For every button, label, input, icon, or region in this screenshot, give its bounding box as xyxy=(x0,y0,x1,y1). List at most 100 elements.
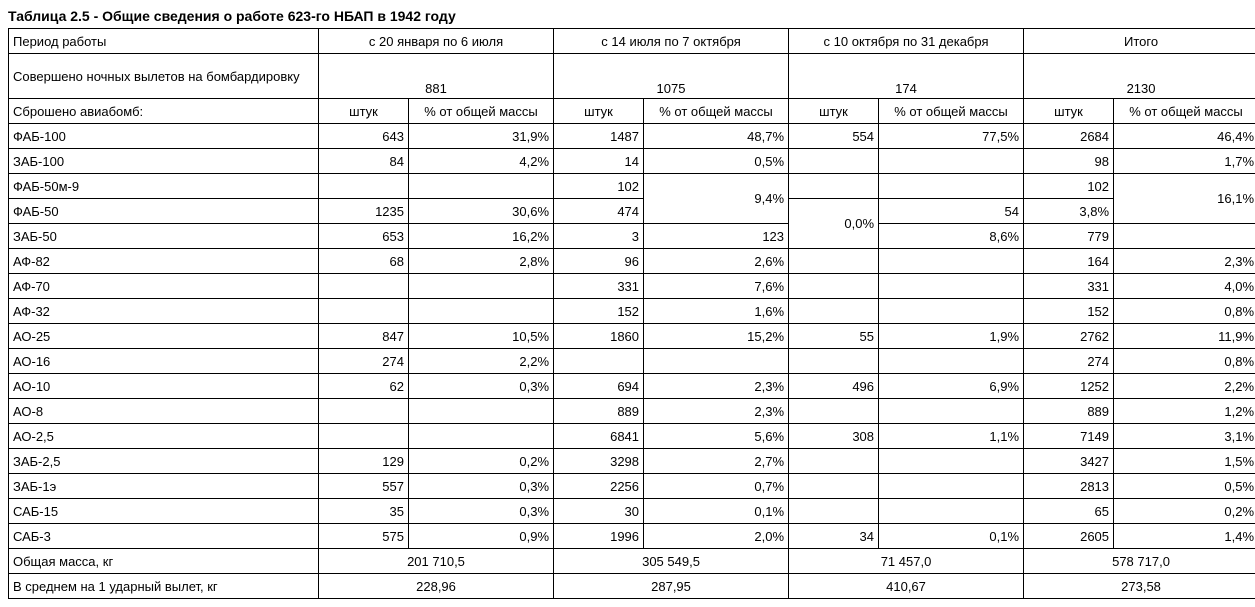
qty-value: 496 xyxy=(789,374,879,399)
table-row: ФАБ-10064331,9%148748,7%55477,5%268446,4… xyxy=(9,124,1255,149)
total-mass: 201 710,5 xyxy=(319,549,554,574)
pct-value xyxy=(879,474,1024,499)
pct-value xyxy=(879,399,1024,424)
qty-value: 2605 xyxy=(1024,524,1114,549)
table-row: ЗАБ-100844,2%140,5%981,7% xyxy=(9,149,1255,174)
qty-value: 557 xyxy=(319,474,409,499)
qty-value: 102 xyxy=(1024,174,1114,199)
sortie-value: 174 xyxy=(789,54,1024,99)
qty-value: 2762 xyxy=(1024,324,1114,349)
qty-value: 889 xyxy=(554,399,644,424)
qty-value: 3 xyxy=(554,224,644,249)
period-header: Итого xyxy=(1024,29,1255,54)
pct-value: 30,6% xyxy=(409,199,554,224)
row-label: Сброшено авиабомб: xyxy=(9,99,319,124)
pct-value: 3,8% xyxy=(1024,199,1114,224)
pct-value: 1,2% xyxy=(1114,399,1255,424)
qty-value xyxy=(319,274,409,299)
pct-value xyxy=(409,274,554,299)
pct-value xyxy=(644,349,789,374)
pct-value: 11,9% xyxy=(1114,324,1255,349)
pct-value: 10,5% xyxy=(409,324,554,349)
pct-value: 0,2% xyxy=(409,449,554,474)
qty-value xyxy=(789,249,879,274)
pct-value: 6,9% xyxy=(879,374,1024,399)
qty-value: 152 xyxy=(1024,299,1114,324)
period-header: с 14 июля по 7 октября xyxy=(554,29,789,54)
qty-value: 331 xyxy=(554,274,644,299)
qty-value: 1860 xyxy=(554,324,644,349)
bomb-type: АО-25 xyxy=(9,324,319,349)
table-row: ФАБ-50м-91029,4%10216,1% xyxy=(9,174,1255,199)
row-label: Общая масса, кг xyxy=(9,549,319,574)
bomb-type: ФАБ-100 xyxy=(9,124,319,149)
pct-value xyxy=(879,449,1024,474)
pct-value: 2,8% xyxy=(409,249,554,274)
qty-value: 694 xyxy=(554,374,644,399)
pct-value: 48,7% xyxy=(644,124,789,149)
qty-value: 643 xyxy=(319,124,409,149)
qty-value: 55 xyxy=(789,324,879,349)
bomb-type: АФ-70 xyxy=(9,274,319,299)
qty-value xyxy=(789,274,879,299)
table-row: САБ-15350,3%300,1%650,2% xyxy=(9,499,1255,524)
pct-value: 0,3% xyxy=(409,474,554,499)
avg-value: 287,95 xyxy=(554,574,789,599)
pct-value: 2,3% xyxy=(644,374,789,399)
sortie-value: 2130 xyxy=(1024,54,1255,99)
qty-value: 68 xyxy=(319,249,409,274)
qty-value xyxy=(789,499,879,524)
table-row: Сброшено авиабомб:штук% от общей массышт… xyxy=(9,99,1255,124)
qty-value: 62 xyxy=(319,374,409,399)
avg-value: 228,96 xyxy=(319,574,554,599)
pct-value xyxy=(409,174,554,199)
qty-value: 3298 xyxy=(554,449,644,474)
bomb-type: САБ-15 xyxy=(9,499,319,524)
pct-value: 15,2% xyxy=(644,324,789,349)
total-mass: 578 717,0 xyxy=(1024,549,1255,574)
pct-value: 1,9% xyxy=(879,324,1024,349)
pct-header: % от общей массы xyxy=(409,99,554,124)
pct-value: 0,3% xyxy=(409,499,554,524)
pct-value: 16,2% xyxy=(409,224,554,249)
qty-value: 1235 xyxy=(319,199,409,224)
pct-value: 4,0% xyxy=(1114,274,1255,299)
data-table: Период работыс 20 января по 6 июляс 14 и… xyxy=(8,28,1255,599)
pct-value xyxy=(409,424,554,449)
qty-value: 779 xyxy=(1024,224,1114,249)
pct-value xyxy=(879,249,1024,274)
table-row: АО-88892,3%8891,2% xyxy=(9,399,1255,424)
qty-value xyxy=(789,474,879,499)
sortie-value: 1075 xyxy=(554,54,789,99)
bomb-type: ЗАБ-100 xyxy=(9,149,319,174)
qty-value: 129 xyxy=(319,449,409,474)
qty-value: 1996 xyxy=(554,524,644,549)
table-row: АФ-703317,6%3314,0% xyxy=(9,274,1255,299)
qty-value: 308 xyxy=(789,424,879,449)
qty-value: 98 xyxy=(1024,149,1114,174)
qty-header: штук xyxy=(319,99,409,124)
pct-value: 9,4% xyxy=(644,174,789,224)
qty-value xyxy=(789,449,879,474)
table-row: ЗАБ-2,51290,2%32982,7%34271,5% xyxy=(9,449,1255,474)
table-row: АО-2584710,5%186015,2%551,9%276211,9% xyxy=(9,324,1255,349)
table-title: Таблица 2.5 - Общие сведения о работе 62… xyxy=(8,8,1247,24)
pct-value: 0,2% xyxy=(1114,499,1255,524)
pct-value xyxy=(409,299,554,324)
pct-value: 2,0% xyxy=(644,524,789,549)
pct-value: 0,5% xyxy=(644,149,789,174)
qty-value: 34 xyxy=(789,524,879,549)
qty-value: 554 xyxy=(789,124,879,149)
bomb-type: АО-2,5 xyxy=(9,424,319,449)
qty-value xyxy=(789,174,879,199)
pct-header: % от общей массы xyxy=(644,99,789,124)
qty-header: штук xyxy=(789,99,879,124)
pct-header: % от общей массы xyxy=(879,99,1024,124)
pct-value: 77,5% xyxy=(879,124,1024,149)
avg-value: 410,67 xyxy=(789,574,1024,599)
qty-value: 575 xyxy=(319,524,409,549)
qty-value: 3427 xyxy=(1024,449,1114,474)
pct-value: 2,3% xyxy=(1114,249,1255,274)
pct-value: 5,6% xyxy=(644,424,789,449)
qty-value: 30 xyxy=(554,499,644,524)
